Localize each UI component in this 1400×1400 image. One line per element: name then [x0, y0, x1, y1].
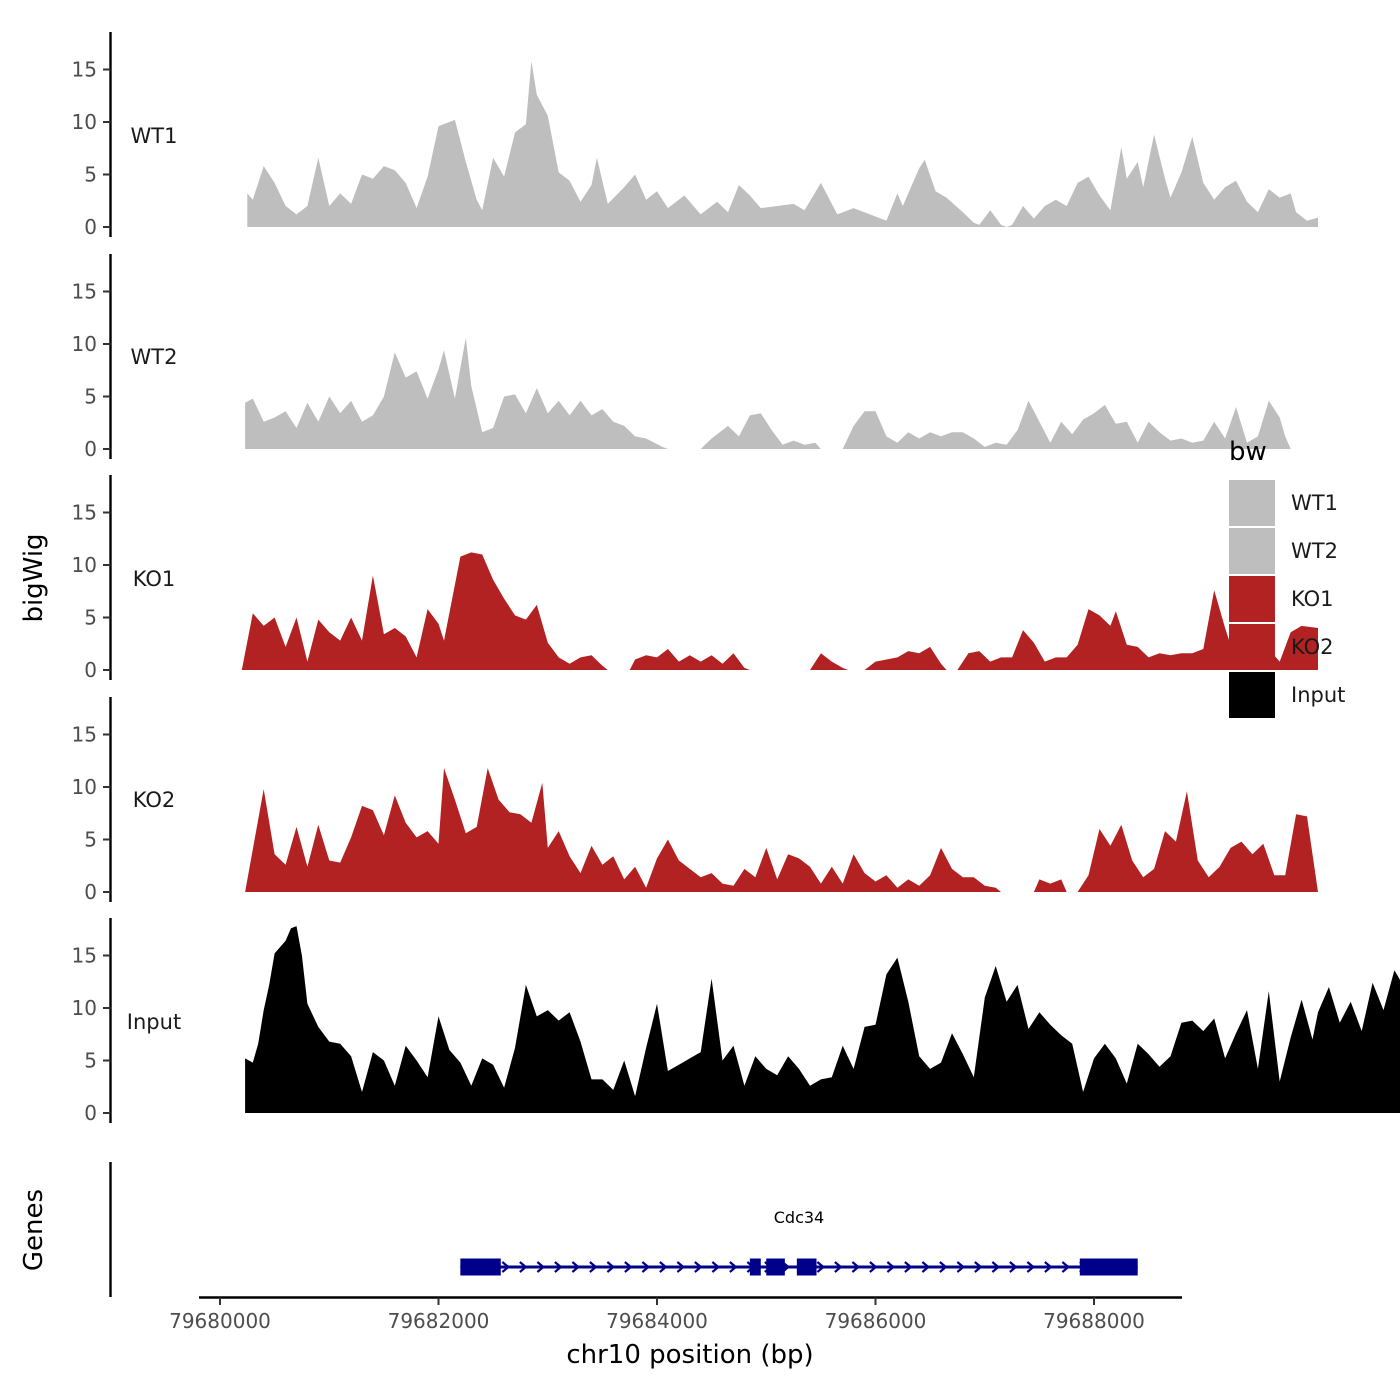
track-ko2: 0 5 10 15 KO2 — [72, 697, 1319, 904]
strand-arrow — [816, 1261, 826, 1273]
strand-arrow — [554, 1261, 563, 1273]
legend-label-wt2: WT2 — [1291, 539, 1338, 563]
strand-arrow — [991, 1261, 1001, 1273]
area-wt1 — [247, 61, 1318, 227]
strand-arrow — [956, 1261, 966, 1273]
y-tick-label-input-5: 5 — [84, 1049, 97, 1073]
strand-arrow — [676, 1261, 686, 1273]
y-axis-title-group: bigWig — [19, 533, 49, 622]
strand-arrow — [519, 1261, 528, 1273]
area-ko1 — [241, 552, 1318, 670]
strand-arrow — [624, 1261, 633, 1273]
y-tick-label-ko2-10: 10 — [72, 775, 97, 799]
strand-arrow — [1061, 1261, 1071, 1273]
track-label-wt2: WT2 — [131, 345, 178, 369]
legend-label-ko1: KO1 — [1291, 587, 1334, 611]
y-tick-label-ko1-5: 5 — [84, 606, 97, 630]
strand-arrow — [1044, 1261, 1053, 1273]
y-tick-label-wt2-15: 15 — [72, 280, 97, 304]
x-axis-title: chr10 position (bp) — [566, 1340, 813, 1370]
track-wt1: 0 5 10 15 WT1 — [72, 32, 1318, 239]
strand-arrow — [1026, 1261, 1036, 1273]
track-label-wt1: WT1 — [131, 124, 178, 148]
strand-arrow — [1009, 1261, 1018, 1273]
track-input: 0 5 10 15 Input — [72, 918, 1400, 1125]
strand-arrow — [851, 1261, 861, 1273]
area-wt2 — [245, 337, 1319, 449]
y-tick-label-ko2-0: 0 — [84, 880, 97, 904]
strand-arrow — [571, 1261, 581, 1273]
strand-arrow — [606, 1261, 616, 1273]
x-tick-label-79686000: 79686000 — [825, 1309, 927, 1333]
y-tick-label-wt1-0: 0 — [84, 215, 97, 239]
gene-exon — [796, 1258, 817, 1276]
y-tick-label-wt1-15: 15 — [72, 58, 97, 82]
x-axis: chr10 position (bp) 79680000 79682000 7968… — [169, 1296, 1182, 1370]
strand-arrow — [729, 1261, 738, 1273]
track-panels: 0 5 10 15 WT1 0 5 10 15 WT2 0 5 10 15 KO1 0 5 10 15 KO2 0 5 10… — [72, 32, 1400, 1125]
y-tick-label-wt2-10: 10 — [72, 332, 97, 356]
strand-arrow — [641, 1261, 651, 1273]
y-tick-label-wt2-0: 0 — [84, 437, 97, 461]
gene-exon — [1079, 1258, 1138, 1276]
track-label-ko1: KO1 — [133, 567, 176, 591]
strand-arrow — [869, 1261, 878, 1273]
strand-arrow — [886, 1261, 896, 1273]
strand-arrow — [939, 1261, 948, 1273]
legend-swatch-ko2 — [1229, 624, 1275, 670]
y-tick-label-wt1-10: 10 — [72, 110, 97, 134]
strand-arrow — [904, 1261, 913, 1273]
legend-swatch-ko1 — [1229, 576, 1275, 622]
strand-arrow — [589, 1261, 598, 1273]
strand-arrow — [659, 1261, 668, 1273]
x-tick-label-79688000: 79688000 — [1043, 1309, 1145, 1333]
gene-exon — [766, 1258, 785, 1276]
strand-arrow — [536, 1261, 546, 1273]
y-axis-title: bigWig — [19, 533, 49, 622]
legend-label-ko2: KO2 — [1291, 635, 1334, 659]
y-tick-label-ko1-0: 0 — [84, 658, 97, 682]
y-tick-label-wt2-5: 5 — [84, 385, 97, 409]
gene-track: Genes Cdc34 — [19, 1162, 1138, 1297]
y-tick-label-input-0: 0 — [84, 1101, 97, 1125]
y-tick-label-wt1-5: 5 — [84, 163, 97, 187]
legend-swatch-input — [1229, 672, 1275, 718]
legend-label-wt1: WT1 — [1291, 491, 1338, 515]
strand-arrow — [711, 1261, 721, 1273]
legend-title: bw — [1229, 437, 1267, 467]
y-tick-label-input-15: 15 — [72, 944, 97, 968]
legend-swatch-wt1 — [1229, 480, 1275, 526]
x-tick-label-79684000: 79684000 — [606, 1309, 708, 1333]
genes-track-title: Genes — [19, 1189, 49, 1271]
strand-arrow — [921, 1261, 931, 1273]
legend-label-input: Input — [1291, 683, 1345, 707]
area-input — [245, 926, 1400, 1113]
gene-name-label: Cdc34 — [774, 1208, 824, 1227]
strand-arrow — [834, 1261, 843, 1273]
track-wt2: 0 5 10 15 WT2 — [72, 254, 1319, 461]
y-tick-label-ko1-15: 15 — [72, 501, 97, 525]
track-label-ko2: KO2 — [133, 788, 176, 812]
x-tick-label-79682000: 79682000 — [388, 1309, 490, 1333]
gene-exon — [460, 1258, 501, 1276]
x-tick-label-79680000: 79680000 — [169, 1309, 271, 1333]
gene-exon — [749, 1258, 761, 1276]
legend-swatch-wt2 — [1229, 528, 1275, 574]
strand-arrow — [974, 1261, 983, 1273]
y-tick-label-ko2-5: 5 — [84, 828, 97, 852]
area-ko2 — [245, 768, 1319, 892]
track-label-input: Input — [127, 1010, 181, 1034]
strand-arrow — [694, 1261, 703, 1273]
legend: bw WT1 WT2 KO1 KO2 Input — [1229, 437, 1345, 718]
strand-arrow — [501, 1261, 511, 1273]
track-ko1: 0 5 10 15 KO1 — [72, 475, 1318, 682]
y-tick-label-ko2-15: 15 — [72, 723, 97, 747]
y-tick-label-input-10: 10 — [72, 996, 97, 1020]
y-tick-label-ko1-10: 10 — [72, 553, 97, 577]
